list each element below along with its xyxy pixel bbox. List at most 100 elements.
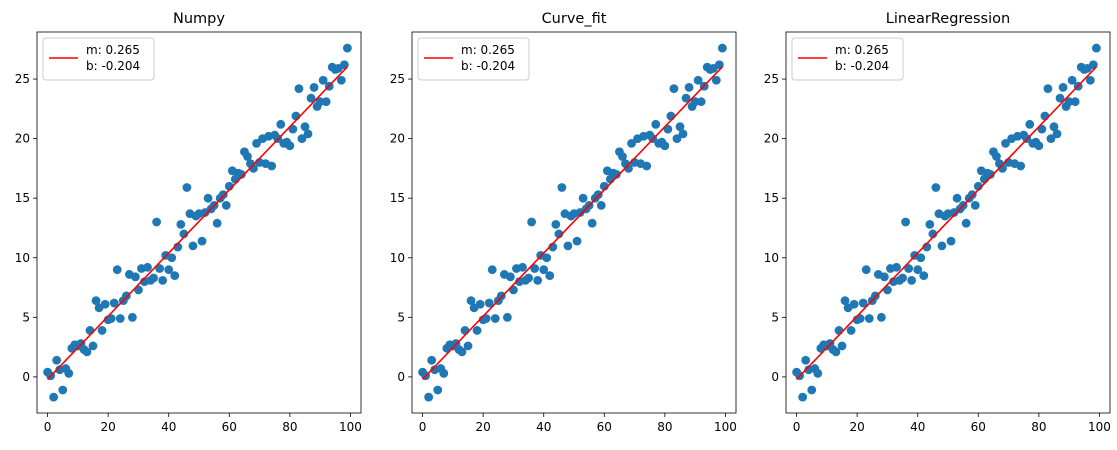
data-point xyxy=(684,83,694,92)
data-point xyxy=(291,111,301,121)
x-tick-label: 60 xyxy=(971,420,986,434)
data-point xyxy=(1040,111,1050,121)
data-point xyxy=(1046,134,1056,144)
data-point xyxy=(318,75,328,85)
legend-label-m: m: 0.265 xyxy=(461,43,515,57)
data-point xyxy=(992,152,1001,161)
data-point xyxy=(1055,93,1065,103)
data-point xyxy=(342,43,352,53)
scatter-series xyxy=(43,43,352,402)
y-tick-label: 10 xyxy=(764,251,779,265)
data-point xyxy=(49,392,59,402)
scatter-series xyxy=(792,43,1101,402)
data-point xyxy=(170,271,180,281)
data-point xyxy=(681,93,691,103)
legend-box xyxy=(417,37,530,81)
x-tick-label: 0 xyxy=(419,420,427,434)
fit-line xyxy=(796,66,1097,380)
data-point xyxy=(506,272,515,282)
data-point xyxy=(1091,43,1101,53)
data-point xyxy=(164,265,174,275)
data-point xyxy=(309,83,319,92)
data-point xyxy=(831,347,841,357)
data-point xyxy=(533,276,543,285)
x-tick-label: 60 xyxy=(222,420,237,434)
data-point xyxy=(849,299,859,309)
x-tick-label: 80 xyxy=(657,420,672,434)
data-point xyxy=(901,217,911,227)
data-point xyxy=(611,169,621,179)
data-point xyxy=(717,43,727,53)
y-tick-label: 5 xyxy=(771,310,779,324)
data-point xyxy=(837,341,847,351)
data-point xyxy=(188,241,198,251)
data-point xyxy=(861,265,871,275)
data-point xyxy=(711,75,721,85)
data-point xyxy=(88,341,98,351)
y-tick-label: 0 xyxy=(397,370,405,384)
data-point xyxy=(294,84,304,93)
data-point xyxy=(907,276,917,285)
fit-line xyxy=(422,66,723,380)
data-point xyxy=(472,326,482,335)
data-point xyxy=(967,190,977,200)
subplot-1: Numpy 0 20 40 60 80 100 0 5 10 15 20 25 m: 0.265 b: -0… xyxy=(15,11,362,434)
data-point xyxy=(1064,97,1074,107)
data-point xyxy=(306,93,316,103)
data-point xyxy=(463,341,473,351)
data-point xyxy=(919,271,929,281)
data-point xyxy=(1049,122,1059,132)
data-point xyxy=(203,193,213,203)
axes-frame xyxy=(411,31,737,414)
data-point xyxy=(931,183,941,192)
data-point xyxy=(572,236,582,246)
data-point xyxy=(179,229,189,239)
data-point xyxy=(834,326,844,335)
data-point xyxy=(596,200,606,210)
data-point xyxy=(152,217,162,227)
data-point xyxy=(1043,84,1053,93)
subplot-3: LinearRegression 0 20 40 60 80 100 0 5 10 15 20 25 m:… xyxy=(764,11,1111,434)
data-point xyxy=(252,138,261,148)
data-point xyxy=(858,298,868,308)
data-point xyxy=(696,97,706,107)
x-tick-label: 100 xyxy=(1088,420,1111,434)
data-point xyxy=(578,193,588,203)
y-tick-label: 25 xyxy=(764,72,779,86)
y-tick-label: 0 xyxy=(771,370,779,384)
data-point xyxy=(439,368,449,378)
data-point xyxy=(807,385,817,395)
data-point xyxy=(1085,75,1095,85)
axes-frame xyxy=(36,31,362,414)
legend-label-m: m: 0.265 xyxy=(835,43,889,57)
data-point xyxy=(527,217,537,227)
data-point xyxy=(115,314,125,323)
y-tick-label: 15 xyxy=(390,191,405,205)
data-point xyxy=(530,264,540,273)
data-point xyxy=(840,296,850,306)
data-point xyxy=(925,220,935,229)
axes-frame xyxy=(785,31,1111,414)
data-point xyxy=(97,326,107,335)
legend: m: 0.265 b: -0.204 xyxy=(791,37,904,81)
data-point xyxy=(876,312,886,322)
x-tick-label: 80 xyxy=(1031,420,1046,434)
y-tick-label: 20 xyxy=(15,132,30,146)
legend-label-b: b: -0.204 xyxy=(835,59,889,73)
y-tick-label: 15 xyxy=(764,191,779,205)
data-point xyxy=(1025,119,1035,129)
data-point xyxy=(1052,129,1062,139)
data-point xyxy=(651,119,661,129)
data-point xyxy=(121,291,131,301)
data-point xyxy=(496,291,506,301)
data-point xyxy=(315,97,325,107)
data-point xyxy=(1001,138,1010,148)
data-point xyxy=(91,296,101,306)
data-point xyxy=(433,385,443,395)
data-point xyxy=(545,271,555,281)
data-point xyxy=(457,347,467,357)
data-point xyxy=(801,355,811,365)
data-point xyxy=(952,193,962,203)
legend-box xyxy=(42,37,155,81)
x-tick-label: 100 xyxy=(714,420,737,434)
